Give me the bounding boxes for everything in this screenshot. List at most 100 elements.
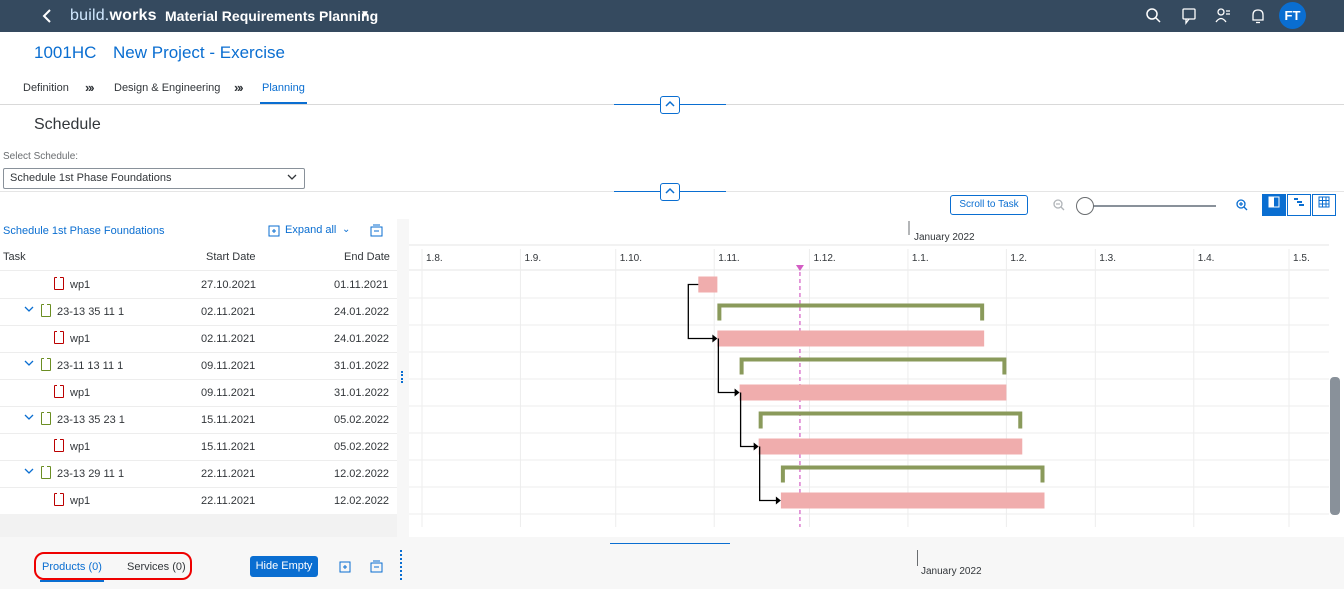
start-date: 02.11.2021 xyxy=(201,306,256,318)
table-row[interactable]: wp1 27.10.2021 01.11.2021 xyxy=(0,271,397,299)
task-bar xyxy=(758,438,1023,455)
step-chevron-icon: »› xyxy=(85,80,94,95)
step-planning[interactable]: Planning xyxy=(262,82,305,94)
task-table xyxy=(0,219,397,537)
app-title-menu[interactable]: Material Requirements Planning xyxy=(165,8,379,24)
product-logo[interactable]: build.works xyxy=(70,7,157,25)
search-icon[interactable] xyxy=(1144,6,1164,26)
task-group-icon xyxy=(41,302,51,317)
table-row[interactable]: wp1 02.11.2021 24.01.2022 xyxy=(0,325,397,353)
start-date: 22.11.2021 xyxy=(201,468,256,480)
object-title: New Project - Exercise xyxy=(113,43,285,62)
table-row[interactable]: wp1 22.11.2021 12.02.2022 xyxy=(0,487,397,515)
dependency-arrowhead xyxy=(775,496,781,505)
splitter[interactable] xyxy=(400,550,404,580)
layout-table-icon[interactable] xyxy=(1312,194,1336,216)
header-divider xyxy=(0,270,397,271)
task-name: wp1 xyxy=(70,441,91,453)
column-header-task[interactable]: Task xyxy=(3,251,26,263)
zoom-slider-handle[interactable] xyxy=(1076,197,1094,215)
chevron-down-icon[interactable] xyxy=(24,304,34,317)
gantt-chart[interactable]: January 2022 1.8. 1.9. 1.10. 1.11. 1.12. 1.1. 1… xyxy=(409,219,1329,527)
end-date: 24.01.2022 xyxy=(334,306,390,318)
work-package-icon xyxy=(54,491,64,506)
table-row[interactable]: 23-13 35 23 1 15.11.2021 05.02.2022 xyxy=(0,406,397,434)
active-step-indicator xyxy=(260,102,307,105)
expand-all-icon[interactable] xyxy=(268,224,281,240)
avatar[interactable]: FT xyxy=(1279,2,1306,29)
task-name: 23-13 35 23 1 xyxy=(57,414,125,426)
highlight-annotation xyxy=(34,552,192,580)
layout-split-icon[interactable] xyxy=(1262,194,1286,216)
collapse-all-icon[interactable] xyxy=(370,560,383,576)
task-bar xyxy=(717,330,985,347)
hide-empty-button[interactable]: Hide Empty xyxy=(250,556,318,577)
bottom-panel xyxy=(0,537,1344,589)
bell-icon[interactable] xyxy=(1248,6,1268,26)
collapse-header-button[interactable] xyxy=(660,96,680,114)
table-row[interactable]: wp1 09.11.2021 31.01.2022 xyxy=(0,379,397,407)
resize-handle[interactable]: ⋯ xyxy=(664,539,672,548)
zoom-in-icon[interactable] xyxy=(1235,198,1249,215)
table-row[interactable]: 23-13 29 11 1 22.11.2021 12.02.2022 xyxy=(0,460,397,488)
section-title: Schedule xyxy=(34,116,101,133)
chevron-down-icon[interactable]: ▼ xyxy=(360,9,370,20)
feedback-icon[interactable] xyxy=(1179,6,1199,26)
start-date: 09.11.2021 xyxy=(201,387,256,399)
work-package-icon xyxy=(54,329,64,344)
expand-all-button[interactable]: Expand all xyxy=(285,224,337,236)
end-date: 01.11.2021 xyxy=(334,279,389,291)
end-date: 31.01.2022 xyxy=(334,387,390,399)
zoom-slider-track[interactable] xyxy=(1080,205,1216,207)
month-label: 1.2. xyxy=(1010,253,1027,264)
expand-all-icon[interactable] xyxy=(339,560,352,576)
column-header-start-date[interactable]: Start Date xyxy=(206,251,256,263)
schedule-select-value: Schedule 1st Phase Foundations xyxy=(10,172,172,184)
task-bar xyxy=(780,492,1045,509)
chevron-down-icon xyxy=(286,171,298,186)
chevron-down-icon[interactable]: ⌄ xyxy=(342,224,351,235)
month-label: 1.12. xyxy=(813,253,835,264)
summary-bar xyxy=(717,303,985,321)
chevron-down-icon[interactable] xyxy=(24,466,34,479)
layout-chart-icon[interactable] xyxy=(1287,194,1311,216)
end-date: 12.02.2022 xyxy=(334,468,390,480)
step-design-engineering[interactable]: Design & Engineering xyxy=(114,82,221,94)
dependency-arrowhead xyxy=(753,442,759,451)
table-row[interactable]: 23-13 35 11 1 02.11.2021 24.01.2022 xyxy=(0,298,397,326)
back-icon[interactable] xyxy=(40,6,56,26)
collapse-section-button[interactable] xyxy=(660,183,680,201)
vertical-scrollbar[interactable] xyxy=(1330,377,1340,515)
collaboration-icon[interactable] xyxy=(1213,6,1233,26)
start-date: 09.11.2021 xyxy=(201,360,256,372)
step-definition[interactable]: Definition xyxy=(23,82,69,94)
splitter[interactable] xyxy=(397,219,409,537)
start-date: 15.11.2021 xyxy=(201,441,256,453)
end-date: 05.02.2022 xyxy=(334,441,390,453)
end-date: 31.01.2022 xyxy=(334,360,390,372)
zoom-out-icon[interactable] xyxy=(1052,198,1066,215)
column-header-end-date[interactable]: End Date xyxy=(344,251,390,263)
tab-products[interactable]: Products (0) xyxy=(42,561,102,573)
scroll-to-task-button[interactable]: Scroll to Task xyxy=(950,195,1028,215)
schedule-select[interactable]: Schedule 1st Phase Foundations xyxy=(3,168,305,189)
table-row[interactable]: wp1 15.11.2021 05.02.2022 xyxy=(0,433,397,461)
task-name: wp1 xyxy=(70,333,91,345)
task-name: 23-11 13 11 1 xyxy=(57,360,124,372)
task-group-icon xyxy=(41,356,51,371)
collapse-all-icon[interactable] xyxy=(370,224,383,240)
chevron-down-icon[interactable] xyxy=(24,358,34,371)
start-date: 15.11.2021 xyxy=(201,414,256,426)
timeline-marker xyxy=(917,550,918,566)
dependency-line xyxy=(739,392,755,448)
task-name: wp1 xyxy=(70,279,91,291)
chevron-down-icon[interactable] xyxy=(24,412,34,425)
task-group-icon xyxy=(41,410,51,425)
task-name: 23-13 35 11 1 xyxy=(57,306,125,318)
month-label: 1.4. xyxy=(1198,253,1215,264)
active-tab-indicator xyxy=(40,580,104,582)
work-package-icon xyxy=(54,383,64,398)
table-row[interactable]: 23-11 13 11 1 09.11.2021 31.01.2022 xyxy=(0,352,397,380)
tab-services[interactable]: Services (0) xyxy=(127,561,186,573)
month-label: 1.11. xyxy=(718,253,740,264)
